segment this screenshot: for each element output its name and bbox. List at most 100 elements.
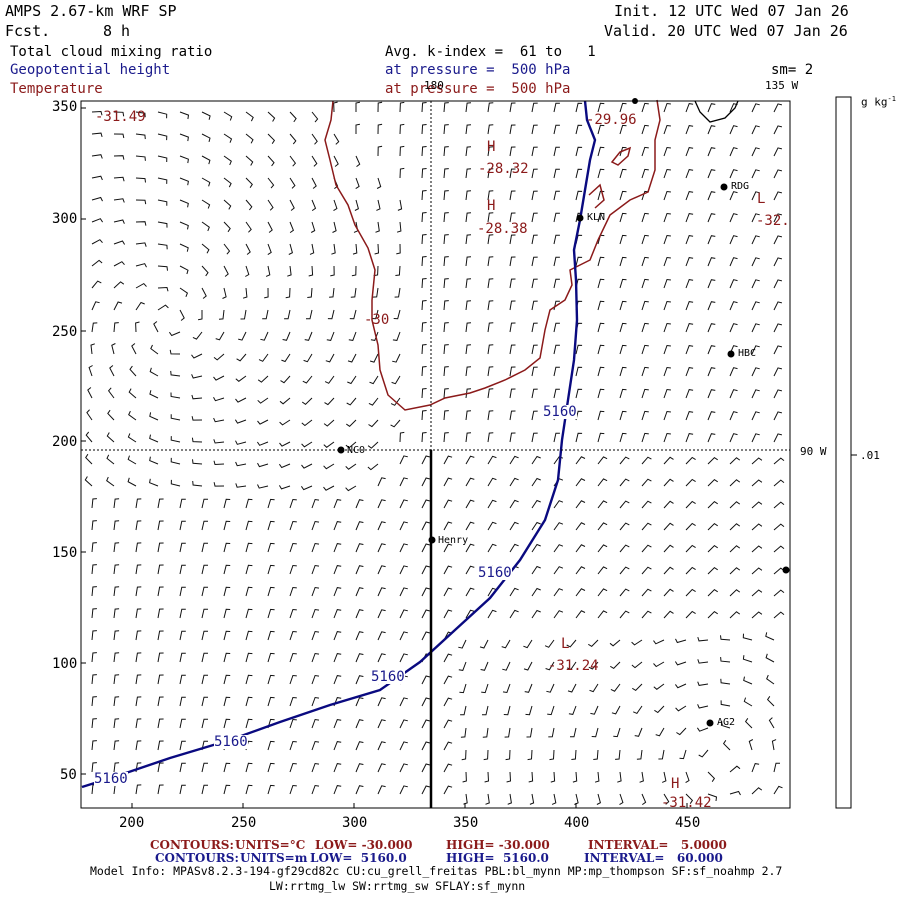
wind-barb xyxy=(575,366,583,377)
wind-barb xyxy=(685,588,696,597)
wind-barb xyxy=(333,609,342,619)
wind-barb xyxy=(179,674,186,685)
wind-barb xyxy=(170,414,181,421)
wind-barb xyxy=(751,257,760,267)
wind-barb xyxy=(113,133,125,139)
wind-barb xyxy=(135,564,142,575)
wind-barb xyxy=(267,674,275,685)
wind-barb xyxy=(641,793,647,806)
wind-barb xyxy=(170,436,181,443)
wind-barb xyxy=(421,146,427,157)
wind-barb xyxy=(641,234,649,245)
wind-barb xyxy=(113,240,126,245)
wind-barb xyxy=(663,146,671,157)
wind-barb xyxy=(84,476,93,487)
wind-barb xyxy=(487,344,494,355)
wind-barb xyxy=(531,565,541,575)
wind-barb xyxy=(597,566,608,575)
wind-barb xyxy=(443,785,453,795)
wind-barb xyxy=(531,543,541,553)
wind-barb xyxy=(157,265,168,271)
wind-barb xyxy=(685,456,696,465)
wind-barb xyxy=(421,344,427,355)
wind-barb xyxy=(301,463,313,469)
wind-barb xyxy=(575,124,583,135)
wind-barb xyxy=(267,221,273,233)
wind-barb xyxy=(465,543,475,553)
wind-barb xyxy=(157,111,168,119)
wind-barb xyxy=(135,586,142,597)
wind-barb xyxy=(597,500,608,509)
wind-barb xyxy=(399,123,405,135)
wind-barb xyxy=(707,456,718,465)
wind-barb xyxy=(179,784,186,795)
station-markers xyxy=(337,98,790,727)
wind-barb xyxy=(279,419,291,426)
wind-barb xyxy=(619,102,627,113)
wind-barb xyxy=(707,771,716,782)
wind-barb xyxy=(729,567,741,575)
wind-barb xyxy=(751,125,760,135)
wind-barb xyxy=(113,261,125,267)
wind-barb xyxy=(751,169,760,179)
wind-barb xyxy=(201,133,211,143)
wind-barb xyxy=(301,419,313,427)
wind-barb xyxy=(135,608,142,619)
wind-barb xyxy=(201,287,207,299)
wind-barb xyxy=(743,676,753,685)
wind-barb xyxy=(421,455,431,465)
wind-barb xyxy=(201,199,211,209)
wind-barb xyxy=(267,696,275,707)
wind-barb xyxy=(697,659,709,664)
wind-barb xyxy=(135,155,146,161)
wind-barb xyxy=(663,544,674,553)
wind-barb xyxy=(107,387,115,399)
wind-barb xyxy=(766,674,775,685)
wind-barb xyxy=(589,683,599,693)
wind-barb xyxy=(355,587,364,597)
wind-barb xyxy=(157,243,168,250)
wind-barb xyxy=(729,367,738,377)
wind-barb xyxy=(722,740,731,751)
wind-barb xyxy=(289,674,297,685)
wind-barb xyxy=(267,542,275,553)
wind-barb xyxy=(223,542,231,553)
wind-barb xyxy=(377,741,386,751)
wind-barb xyxy=(113,281,125,289)
wind-barb xyxy=(113,520,120,531)
wind-barb xyxy=(201,221,210,232)
wind-barb xyxy=(610,661,621,670)
wind-barb xyxy=(465,609,475,619)
wind-barb xyxy=(421,366,427,377)
wind-barb xyxy=(223,199,232,210)
wind-barb xyxy=(663,522,674,531)
wind-barb xyxy=(128,388,137,399)
wind-barb xyxy=(597,610,608,619)
wind-barb xyxy=(311,586,320,597)
wind-barb xyxy=(179,762,186,773)
wind-barb xyxy=(289,221,295,234)
wind-barb xyxy=(663,212,671,223)
field-geopotential: Geopotential height xyxy=(10,62,171,78)
wind-barb xyxy=(773,279,783,289)
wind-barb xyxy=(223,221,231,233)
wind-barb xyxy=(487,300,494,311)
wind-barb xyxy=(170,457,181,465)
wind-barb xyxy=(443,653,453,663)
wind-barb xyxy=(443,763,453,773)
wind-barb xyxy=(377,499,386,509)
wind-barb xyxy=(685,793,694,804)
wind-barb xyxy=(707,125,716,135)
wind-barb xyxy=(566,639,577,648)
x-tick-label: 300 xyxy=(342,815,368,831)
wind-barb xyxy=(748,739,754,751)
wind-barb xyxy=(641,344,649,355)
wind-barb xyxy=(553,212,560,223)
wind-barb xyxy=(597,124,605,135)
wind-barb xyxy=(504,727,511,738)
wind-barb xyxy=(301,441,313,448)
wind-barb xyxy=(262,309,269,320)
wind-barb xyxy=(619,344,627,355)
wind-barb xyxy=(245,696,253,707)
wind-barb xyxy=(245,608,253,619)
